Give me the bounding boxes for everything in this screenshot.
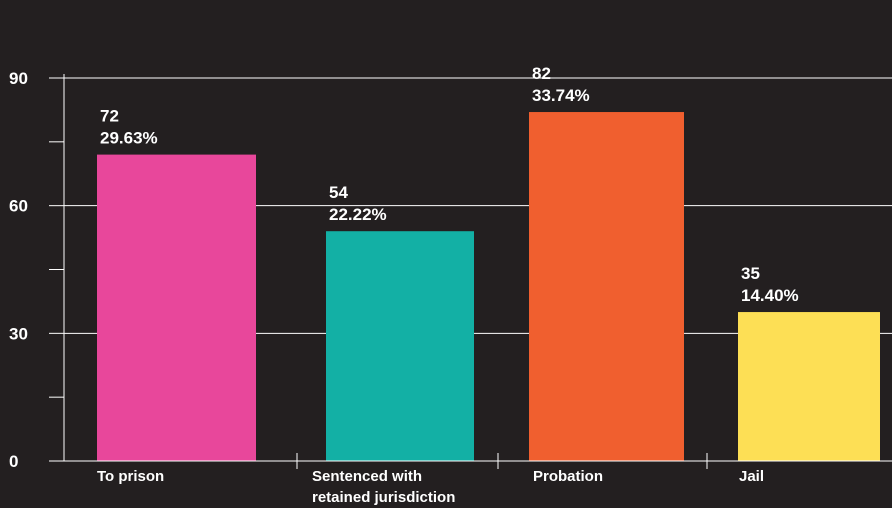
data-label-value-0: 72 — [100, 107, 119, 126]
bars — [97, 112, 880, 462]
bar-0 — [97, 154, 256, 461]
category-label-0: To prison — [97, 468, 164, 485]
labels: 0 30 60 90 72 29.63% 54 22.22% 82 33.74% 35 14.40% T… — [9, 64, 799, 506]
ytick-label-60: 60 — [9, 197, 28, 216]
data-label-percent-0: 29.63% — [100, 129, 158, 148]
data-label-value-2: 82 — [532, 64, 551, 83]
data-label-percent-3: 14.40% — [741, 286, 799, 305]
category-label-1-line-1: retained jurisdiction — [312, 489, 455, 506]
data-label-percent-1: 22.22% — [329, 205, 387, 224]
category-label-1-line-0: Sentenced with — [312, 468, 422, 485]
category-label-2: Probation — [533, 468, 603, 485]
bar-2 — [529, 112, 684, 462]
data-label-percent-2: 33.74% — [532, 86, 590, 105]
ytick-label-90: 90 — [9, 69, 28, 88]
data-label-value-3: 35 — [741, 264, 760, 283]
axes — [49, 74, 892, 469]
category-label-3: Jail — [739, 468, 764, 485]
bar-3 — [738, 312, 880, 461]
data-label-value-1: 54 — [329, 183, 348, 202]
bar-1 — [326, 231, 474, 461]
ytick-label-30: 30 — [9, 324, 28, 343]
ytick-label-0: 0 — [9, 452, 18, 471]
